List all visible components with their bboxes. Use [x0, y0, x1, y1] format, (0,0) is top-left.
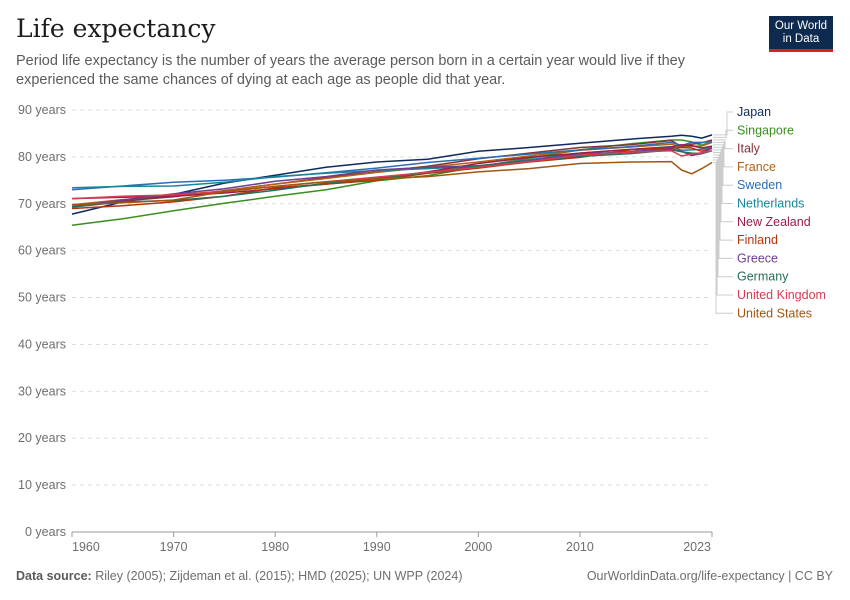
y-tick-label-40: 40 years [18, 337, 66, 351]
x-tick-label-2023: 2023 [683, 540, 711, 554]
y-tick-label-50: 50 years [18, 291, 66, 305]
legend-label-finland[interactable]: Finland [737, 233, 778, 247]
chart-title: Life expectancy [16, 14, 216, 43]
legend-connector-united-states [713, 162, 733, 314]
data-source-label: Data source: [16, 569, 92, 583]
y-tick-label-70: 70 years [18, 197, 66, 211]
legend-label-singapore[interactable]: Singapore [737, 123, 794, 137]
y-axis-ticks: 0 years 10 years 20 years 30 years 40 years 5… [18, 103, 66, 539]
legend-connector-greece [713, 154, 733, 259]
x-tick-label-1980: 1980 [261, 540, 289, 554]
legend-label-japan[interactable]: Japan [737, 105, 771, 119]
y-tick-label-80: 80 years [18, 150, 66, 164]
y-tick-label-10: 10 years [18, 478, 66, 492]
x-axis: 1960 1970 1980 1990 2000 2010 2023 [71, 531, 713, 554]
legend-connector-sweden [713, 144, 733, 186]
legend-label-new-zealand[interactable]: New Zealand [737, 215, 811, 229]
series-line-japan[interactable] [71, 134, 713, 215]
series-line-germany[interactable] [71, 149, 713, 208]
legend-label-united-kingdom[interactable]: United Kingdom [737, 288, 826, 302]
data-source-footer: Data source: Riley (2005); Zijdeman et a… [16, 569, 463, 583]
legend-label-sweden[interactable]: Sweden [737, 178, 782, 192]
series-line-united-states[interactable] [71, 160, 713, 206]
x-tick-label-1970: 1970 [160, 540, 188, 554]
y-tick-label-0: 0 years [25, 525, 66, 539]
legend-label-italy[interactable]: Italy [737, 142, 761, 156]
series-lines [71, 134, 713, 227]
legend-connector-japan [713, 111, 733, 136]
legend-connector-singapore [713, 129, 733, 138]
legend-label-greece[interactable]: Greece [737, 251, 778, 265]
grid-lines [72, 109, 712, 486]
x-tick-label-1960: 1960 [72, 540, 100, 554]
logo-line-2: in Data [782, 33, 820, 45]
license-link[interactable]: OurWorldinData.org/life-expectancy | CC … [586, 569, 833, 583]
data-source-text: Riley (2005); Zijdeman et al. (2015); HM… [95, 569, 463, 583]
legend-connector-netherlands [713, 146, 733, 204]
y-tick-label-60: 60 years [18, 244, 66, 258]
legend-connector-italy [713, 139, 733, 150]
x-tick-label-1990: 1990 [363, 540, 391, 554]
series-line-united-kingdom[interactable] [71, 150, 713, 200]
legend-connector-new-zealand [713, 149, 733, 223]
chart-subtitle: Period life expectancy is the number of … [16, 53, 685, 88]
legend-connector-france [713, 141, 733, 168]
logo-line-1: Our World [774, 20, 828, 32]
legend-connector-germany [713, 157, 733, 278]
legend-connector-united-kingdom [713, 159, 733, 296]
legend-connector-finland [713, 152, 733, 241]
x-tick-label-2010: 2010 [566, 540, 594, 554]
owid-logo[interactable]: Our World in Data [769, 16, 833, 52]
y-tick-label-20: 20 years [18, 431, 66, 445]
legend-label-france[interactable]: France [737, 160, 776, 174]
legend-label-germany[interactable]: Germany [737, 270, 789, 284]
legend-label-united-states[interactable]: United States [737, 306, 812, 320]
y-tick-label-30: 30 years [18, 384, 66, 398]
legend-label-netherlands[interactable]: Netherlands [737, 197, 804, 211]
legend: Japan Singapore Italy France Sweden Netherlan… [713, 105, 826, 320]
x-tick-label-2000: 2000 [464, 540, 492, 554]
y-tick-label-90: 90 years [18, 103, 66, 117]
